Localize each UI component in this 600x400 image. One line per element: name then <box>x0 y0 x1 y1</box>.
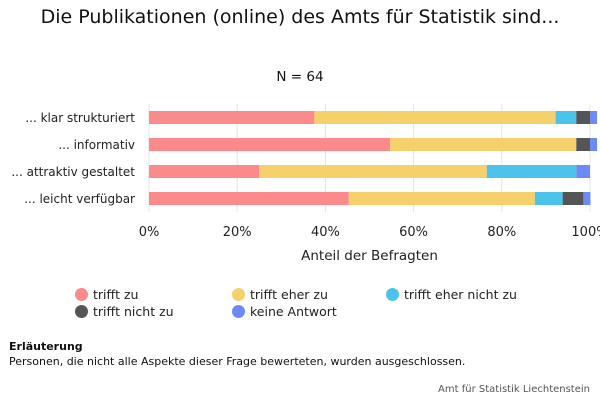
x-tick-label: 80% <box>487 225 516 240</box>
x-tick-label: 100% <box>571 225 600 240</box>
bar-segment <box>149 192 349 205</box>
source-credit: Amt für Statistik Liechtenstein <box>438 384 590 395</box>
x-axis-title: Anteil der Befragten <box>301 248 438 264</box>
bar-segment <box>534 192 563 205</box>
note-title: Erläuterung <box>9 340 83 353</box>
bar-segment <box>576 165 590 178</box>
bar-segment <box>576 138 590 151</box>
legend-swatch <box>232 288 245 301</box>
bar-segment <box>149 138 391 151</box>
bar-segment <box>576 111 590 124</box>
bar-segment <box>149 111 315 124</box>
x-tick-label: 0% <box>139 225 160 240</box>
legend-swatch <box>75 288 88 301</box>
note-text: Personen, die nicht alle Aspekte dieser … <box>9 355 466 368</box>
x-tick-label: 40% <box>311 225 340 240</box>
legend-item[interactable]: trifft zu <box>75 287 138 302</box>
legend-item[interactable]: trifft eher nicht zu <box>386 287 517 302</box>
legend-swatch <box>232 305 245 318</box>
chart-title: Die Publikationen (online) des Amts für … <box>40 6 560 28</box>
legend-label: trifft eher zu <box>250 287 328 302</box>
x-tick-label: 20% <box>223 225 252 240</box>
category-label: ... attraktiv gestaltet <box>11 165 135 179</box>
bar-segment <box>348 192 535 205</box>
legend-swatch <box>75 305 88 318</box>
bar-segment <box>259 165 487 178</box>
x-tick-label: 60% <box>399 225 428 240</box>
bar-segment <box>149 165 260 178</box>
legend-label: trifft eher nicht zu <box>404 287 517 302</box>
bar-segment <box>390 138 577 151</box>
legend-label: trifft nicht zu <box>93 304 174 319</box>
category-label: ... informativ <box>58 138 135 152</box>
bar-segment <box>562 192 584 205</box>
bar-segment <box>486 165 577 178</box>
bar-segment <box>590 111 598 124</box>
legend-swatch <box>386 288 399 301</box>
legend-label: trifft zu <box>93 287 139 302</box>
chart-subtitle: N = 64 <box>276 69 324 85</box>
bar-segment <box>314 111 556 124</box>
legend-item[interactable]: trifft eher zu <box>232 287 328 302</box>
bar-segment <box>590 138 598 151</box>
category-label: ... klar strukturiert <box>25 111 135 125</box>
legend-label: keine Antwort <box>250 304 337 319</box>
bar-segment <box>555 111 577 124</box>
bar-segment <box>583 192 591 205</box>
legend-item[interactable]: keine Antwort <box>232 304 337 319</box>
legend-item[interactable]: trifft nicht zu <box>75 304 174 319</box>
category-label: ... leicht verfügbar <box>24 192 135 206</box>
